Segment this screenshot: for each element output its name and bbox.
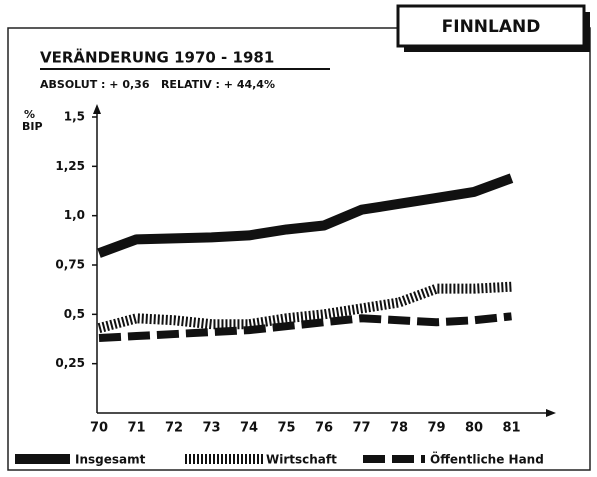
y-tick-label: 0,75 xyxy=(55,258,85,272)
frame xyxy=(7,27,591,471)
series-line xyxy=(98,312,512,343)
legend-label: Wirtschaft xyxy=(266,453,337,467)
x-tick-label: 70 xyxy=(90,421,108,436)
x-tick-label: 79 xyxy=(427,421,445,436)
x-axis-arrow xyxy=(546,409,556,417)
x-tick-label: 71 xyxy=(127,421,145,436)
x-tick-label: 73 xyxy=(202,421,220,436)
x-tick-label: 75 xyxy=(277,421,295,436)
x-tick-label: 77 xyxy=(352,421,370,436)
x-tick-label: 81 xyxy=(502,421,520,436)
y-label: % xyxy=(24,108,35,121)
y-tick-label: 1,25 xyxy=(55,159,85,173)
x-tick-label: 78 xyxy=(390,421,408,436)
x-tick-label: 80 xyxy=(465,421,483,436)
y-axis-arrow xyxy=(93,104,101,114)
chart-title: VERÄNDERUNG 1970 - 1981 xyxy=(40,48,274,67)
y-tick-label: 1,0 xyxy=(64,208,85,222)
legend-label: Insgesamt xyxy=(75,453,146,467)
x-tick-label: 72 xyxy=(165,421,183,436)
y-tick-label: 1,5 xyxy=(64,110,85,124)
y-tick-label: 0,5 xyxy=(64,307,85,321)
series-line xyxy=(97,173,514,258)
label-box xyxy=(396,4,586,48)
legend-label: Öffentliche Hand xyxy=(430,452,544,467)
country-label: FINNLAND xyxy=(442,17,541,37)
y-label: BIP xyxy=(22,120,43,133)
series-line xyxy=(97,281,512,333)
x-tick-label: 76 xyxy=(315,421,333,436)
chart-subtitle: ABSOLUT : + 0,36 RELATIV : + 44,4% xyxy=(40,78,275,91)
x-tick-label: 74 xyxy=(240,421,258,436)
y-tick-label: 0,25 xyxy=(55,356,85,370)
